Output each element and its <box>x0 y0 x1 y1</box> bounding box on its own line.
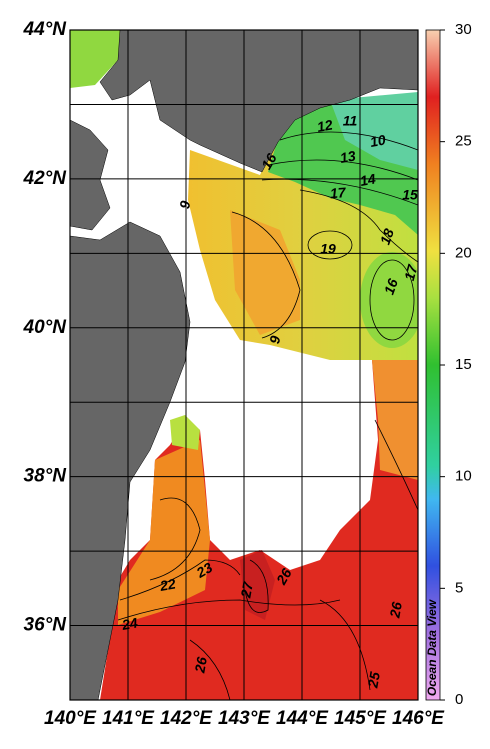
data-field <box>330 92 418 170</box>
colorbar-tick-label: 15 <box>455 356 472 373</box>
colorbar-tick-label: 20 <box>455 244 472 261</box>
data-field <box>70 30 125 88</box>
contour-label: 24 <box>120 614 139 633</box>
contour-label: 9 <box>266 334 283 345</box>
contour-label: 13 <box>339 147 357 165</box>
x-tick-label: 145°E <box>334 708 387 729</box>
contour <box>307 230 353 260</box>
land <box>70 119 111 231</box>
y-tick-label: 42°N <box>23 168 68 189</box>
contour-label: 9 <box>176 199 193 210</box>
data-field <box>118 440 210 625</box>
contour-label: 26 <box>386 601 405 620</box>
colorbar-tick-label: 25 <box>455 133 472 150</box>
y-tick-label: 38°N <box>24 466 68 487</box>
contour-label: 16 <box>381 276 401 296</box>
contour <box>117 599 341 621</box>
x-tick-label: 144°E <box>276 708 329 729</box>
contour <box>319 599 371 691</box>
data-field <box>230 210 300 335</box>
x-tick-label: 146°E <box>392 708 445 729</box>
data-field <box>372 360 418 480</box>
contour-label: 10 <box>369 131 387 149</box>
contour-label: 11 <box>343 113 358 129</box>
contour-label: 26 <box>273 565 295 588</box>
land <box>99 30 418 173</box>
contour <box>374 419 418 511</box>
colorbar-tick-label: 5 <box>455 579 463 596</box>
y-tick-label: 40°N <box>23 317 68 338</box>
contour-label: 15 <box>402 187 418 203</box>
map-frame <box>69 29 419 701</box>
contour-label: 18 <box>377 226 397 246</box>
contour <box>267 159 418 181</box>
contour-label: 19 <box>320 241 336 257</box>
y-tick-label: 44°N <box>23 19 68 40</box>
data-field <box>240 550 275 620</box>
contour-label: 26 <box>191 656 210 675</box>
contour-label: 14 <box>359 170 377 188</box>
contour-label: 22 <box>158 575 177 594</box>
colorbar-tick-label: 30 <box>455 21 472 38</box>
contour <box>149 497 201 581</box>
contour-label: 25 <box>364 671 383 690</box>
x-tick-label: 142°E <box>160 708 213 729</box>
credit: Ocean Data View <box>425 599 439 696</box>
contour-label: 12 <box>316 116 334 134</box>
x-tick-label: 141°E <box>102 708 155 729</box>
y-tick-label: 36°N <box>24 615 68 636</box>
data-field <box>170 415 200 450</box>
colorbar-tick-label: 10 <box>455 468 472 485</box>
contour-label: 17 <box>401 262 421 282</box>
contour-label: 27 <box>237 580 256 600</box>
contour <box>119 559 241 601</box>
x-tick-label: 143°E <box>218 708 271 729</box>
contour <box>369 259 415 341</box>
x-tick-label: 140°E <box>44 708 97 729</box>
contour <box>244 559 269 613</box>
contour-label: 16 <box>258 150 280 172</box>
map-area <box>70 30 418 700</box>
colorbar <box>425 29 441 701</box>
contour <box>279 131 418 151</box>
land <box>70 221 191 700</box>
contour <box>231 211 301 339</box>
colorbar-tick-label: 0 <box>455 691 463 708</box>
contour-label: 17 <box>329 184 347 201</box>
contour <box>189 639 231 700</box>
contour-label: 23 <box>193 559 216 581</box>
